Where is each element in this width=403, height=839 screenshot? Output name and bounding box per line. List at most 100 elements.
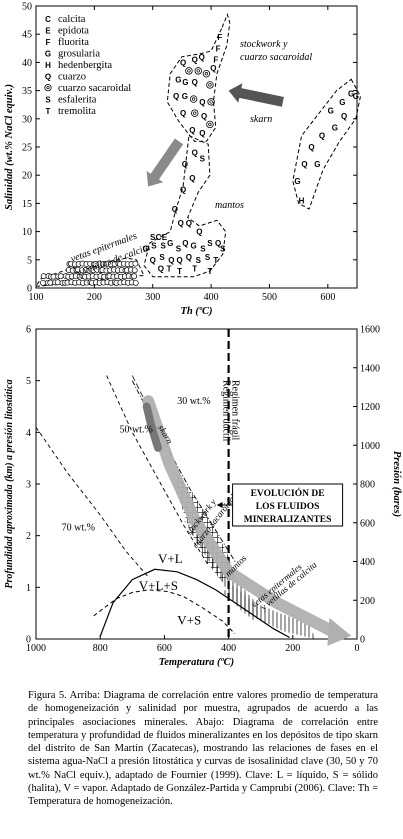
data-point: G [167, 239, 173, 248]
legend-label: hedenbergita [58, 60, 112, 71]
legend-symbol: Q [45, 73, 51, 82]
legend-label: tremolita [58, 106, 96, 117]
field-mantos [143, 134, 227, 278]
data-point: Q [192, 56, 198, 65]
data-point: Q [319, 132, 325, 141]
evolution-box-line: MINERALIZANTES [244, 515, 332, 525]
point-cuarzo-sacaroidal-inner [196, 69, 200, 73]
trend-arrow [146, 138, 184, 187]
data-point: G [182, 92, 188, 101]
point-calcita [131, 273, 138, 280]
evolution-box [232, 483, 344, 527]
top-x-tick-label: 400 [204, 292, 219, 303]
legend-symbol-inner [46, 86, 50, 90]
data-point: Q [186, 219, 192, 228]
top-x-tick-label: 600 [320, 292, 335, 303]
top-y-tick-label: 20 [22, 171, 32, 182]
bottom-x-tick-label: 600 [157, 643, 172, 654]
data-point: Q [201, 112, 207, 121]
bottom-y-tick-label: 0 [26, 635, 31, 646]
data-point: G [353, 92, 359, 101]
bottom-y-tick-label: 3 [26, 480, 31, 491]
data-point: Q [178, 219, 184, 228]
point-calcita [47, 279, 54, 286]
data-point: Q [158, 264, 164, 273]
top-arrows [146, 83, 284, 187]
point-cuarzo-sacaroidal-inner [187, 69, 191, 73]
isosalinity-curve [35, 426, 149, 578]
field-vetas [222, 584, 316, 639]
label-v-l-s: V+L+S [139, 578, 178, 593]
phase-boundary-dashed [93, 589, 236, 635]
data-point: Q [196, 228, 202, 237]
data-point: S [205, 253, 211, 262]
label-v-s: V+S [177, 612, 201, 627]
evolution-arrow-band [142, 395, 338, 637]
bottom-y2-tick-label: 200 [360, 596, 375, 607]
isosalinity-curve [131, 380, 236, 562]
figure-caption: Figura 5. Arriba: Diagrama de correlació… [28, 690, 378, 808]
point-cuarzo-sacaroidal-inner [193, 111, 197, 115]
data-point: E [162, 233, 168, 242]
bottom-y2-tick-label: 600 [360, 518, 375, 529]
point-cuarzo-sacaroidal-inner [208, 83, 212, 87]
legend-label: cuarzo [58, 72, 86, 83]
bottom-y2-tick-label: 800 [360, 480, 375, 491]
point-calcita [131, 267, 138, 274]
data-point: T [177, 267, 182, 276]
bottom-y2-axis-label: Presión (bares) [391, 451, 402, 517]
top-y-tick-label: 30 [22, 114, 32, 125]
legend-symbol: T [46, 107, 51, 116]
data-point: G [314, 160, 320, 169]
data-point: Q [192, 149, 198, 158]
data-point: Q [182, 239, 188, 248]
bottom-y-tick-label: 5 [26, 376, 31, 387]
label-v-l: V+L [158, 551, 183, 566]
data-point: Q [199, 129, 205, 138]
evolution-arrow-head [327, 617, 352, 646]
data-point: G [190, 242, 196, 251]
data-point: Q [192, 78, 198, 87]
data-point: Q [199, 53, 205, 62]
bottom-y2-tick-label: 1400 [360, 363, 380, 374]
legend-symbol: E [45, 27, 51, 36]
data-point: S [200, 154, 206, 163]
top-x-tick-label: 200 [87, 292, 102, 303]
data-point: T [167, 264, 172, 273]
top-y-axis-label: Salinidad (wt.% NaCl equiv.) [4, 84, 15, 210]
bottom-x-axis-label: Temperatura (ºC) [159, 657, 234, 668]
legend-label: calcita [58, 14, 86, 25]
top-y-tick-label: 25 [22, 143, 32, 154]
data-point: S [220, 245, 226, 254]
bottom-y2-tick-label: 1000 [360, 441, 380, 452]
field-skarn [292, 78, 362, 210]
data-point: Q [182, 160, 188, 169]
bottom-y-tick-label: 2 [26, 531, 31, 542]
legend-symbol: C [45, 15, 51, 24]
top-x-tick-label: 300 [145, 292, 160, 303]
point-calcita [54, 279, 61, 286]
top-y-tick-label: 0 [27, 284, 32, 295]
data-point: F [216, 44, 221, 53]
data-point: Q [180, 109, 186, 118]
data-point: G [348, 89, 354, 98]
point-cuarzo-sacaroidal [189, 95, 198, 103]
point-cuarzo-sacaroidal [191, 109, 199, 117]
data-point: Q [308, 143, 314, 152]
label-regimen-ductil: Regimen dúctil [221, 380, 232, 442]
data-point: S [150, 233, 156, 242]
point-calcita [40, 273, 47, 280]
label-30wt: 30 wt.% [177, 396, 210, 407]
isosalinity-curve [106, 375, 210, 567]
legend-label: grosularia [58, 49, 100, 60]
legend-label: fluorita [58, 37, 89, 48]
bottom-x-tick-label: 1000 [26, 643, 46, 654]
data-point: G [143, 245, 149, 254]
point-cuarzo-sacaroidal-inner [209, 100, 213, 104]
evolution-box-line: LOS FLUIDOS [256, 502, 320, 512]
